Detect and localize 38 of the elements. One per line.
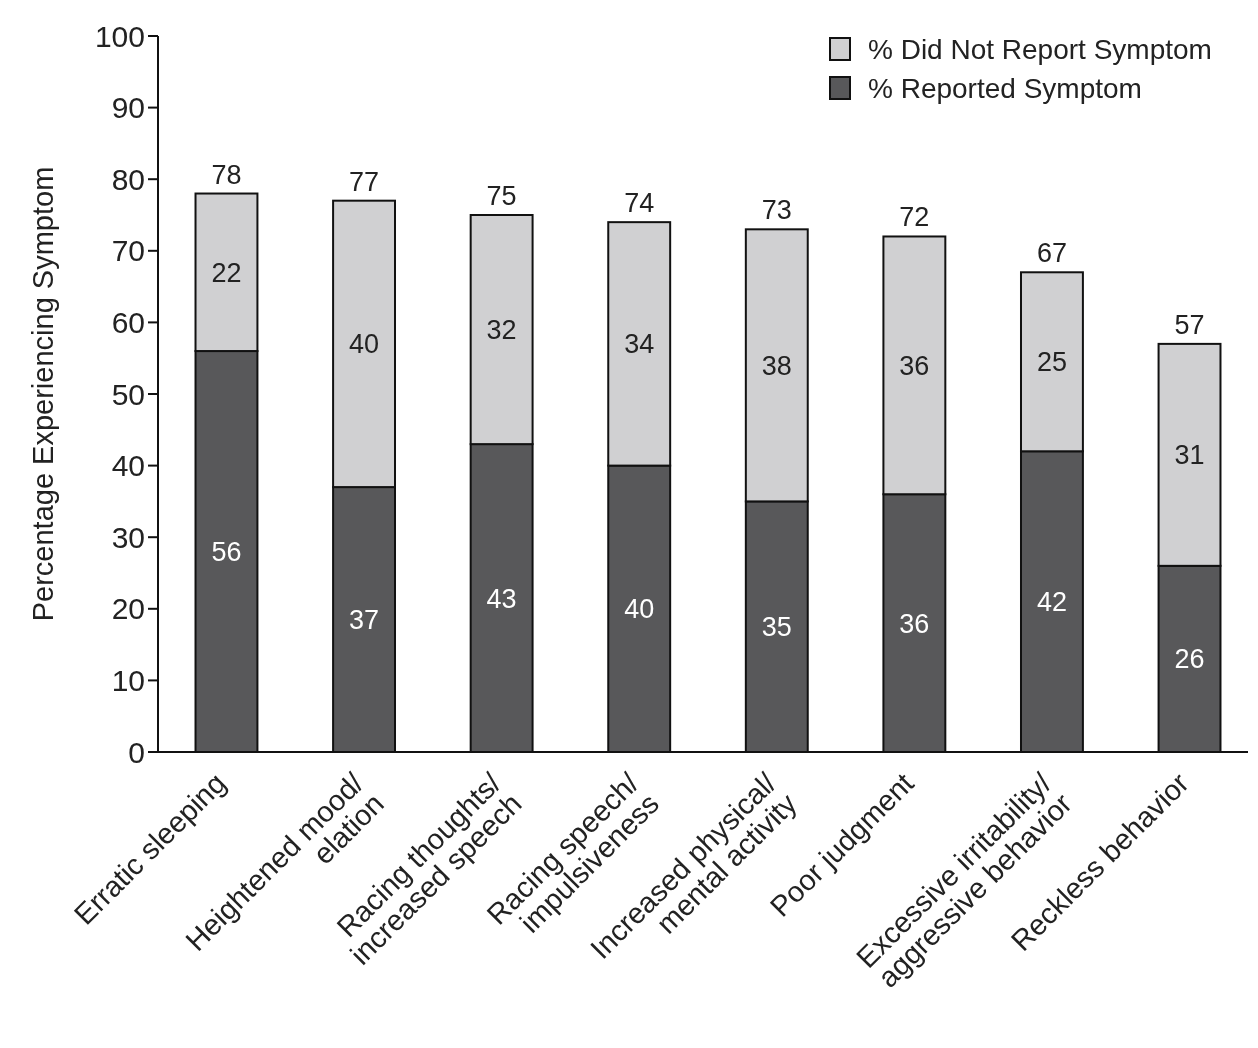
data-label: 26 [1174, 644, 1205, 675]
data-label: 56 [211, 536, 242, 567]
data-label: 35 [761, 612, 792, 643]
total-label: 67 [1036, 238, 1067, 269]
y-tick-label: 20 [111, 592, 145, 626]
legend-label: % Did Not Report Symptom [868, 33, 1212, 65]
data-label: 37 [349, 604, 380, 635]
data-label: 42 [1036, 587, 1067, 618]
y-tick-label: 80 [111, 162, 145, 196]
data-label: 40 [624, 594, 655, 625]
legend-label: % Reported Symptom [868, 72, 1142, 104]
y-tick-label: 100 [94, 19, 145, 53]
data-label: 36 [899, 608, 930, 639]
y-tick-label: 40 [111, 449, 145, 483]
total-label: 74 [624, 188, 655, 219]
data-label: 34 [624, 329, 655, 360]
y-tick-label: 30 [111, 520, 145, 554]
y-axis-title: Percentage Experiencing Symptom [27, 166, 59, 622]
total-label: 73 [761, 195, 792, 226]
y-tick-label: 60 [111, 305, 145, 339]
y-tick-label: 0 [128, 735, 145, 769]
data-label: 22 [211, 257, 242, 288]
y-tick-label: 10 [111, 663, 145, 697]
total-label: 75 [486, 181, 517, 211]
data-label: 43 [486, 583, 517, 614]
y-tick-label: 50 [111, 377, 145, 411]
data-label: 31 [1174, 440, 1205, 471]
y-tick-label: 90 [111, 91, 145, 125]
total-label: 77 [349, 166, 380, 197]
total-label: 57 [1174, 309, 1205, 340]
data-label: 25 [1036, 347, 1067, 378]
total-label: 72 [899, 202, 930, 233]
y-tick-label: 70 [111, 234, 145, 268]
data-label: 32 [486, 315, 517, 346]
total-label: 78 [211, 159, 242, 190]
data-label: 40 [349, 329, 380, 360]
data-label: 38 [761, 350, 792, 381]
data-label: 36 [899, 350, 930, 381]
